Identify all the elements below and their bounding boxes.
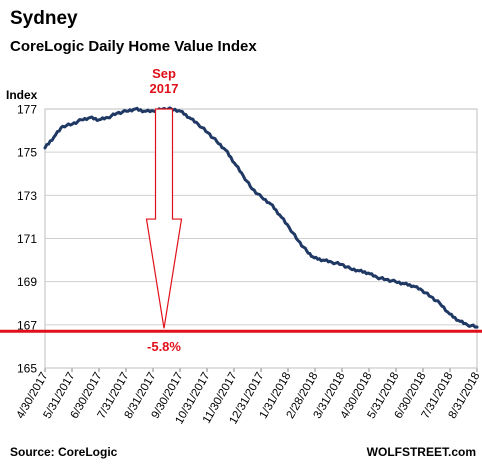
source-note: Source: CoreLogic [10,445,118,459]
change-label: -5.8% [147,339,181,354]
y-tick-label: 167 [17,318,37,332]
chart-subtitle: CoreLogic Daily Home Value Index [10,38,257,55]
y-axis-label: Index [6,88,38,102]
peak-label-month: Sep [152,66,176,81]
decline-arrow [145,108,183,329]
chart-title: Sydney [10,8,78,29]
y-axis: 165 167 169 171 173 175 177 [17,103,37,376]
peak-label-year: 2017 [150,81,179,96]
x-axis: 4/30/20175/31/20176/30/20177/31/20178/31… [15,368,482,426]
y-tick-label: 171 [17,232,37,246]
y-tick-label: 169 [17,275,37,289]
y-tick-label: 177 [17,103,37,117]
plot-area [44,108,478,369]
y-tick-label: 175 [17,146,37,160]
brand-logo: WOLFSTREET.com [367,445,476,459]
y-tick-label: 173 [17,189,37,203]
series-line [43,106,479,329]
y-tick-label: 165 [17,362,37,376]
grid [45,108,477,369]
